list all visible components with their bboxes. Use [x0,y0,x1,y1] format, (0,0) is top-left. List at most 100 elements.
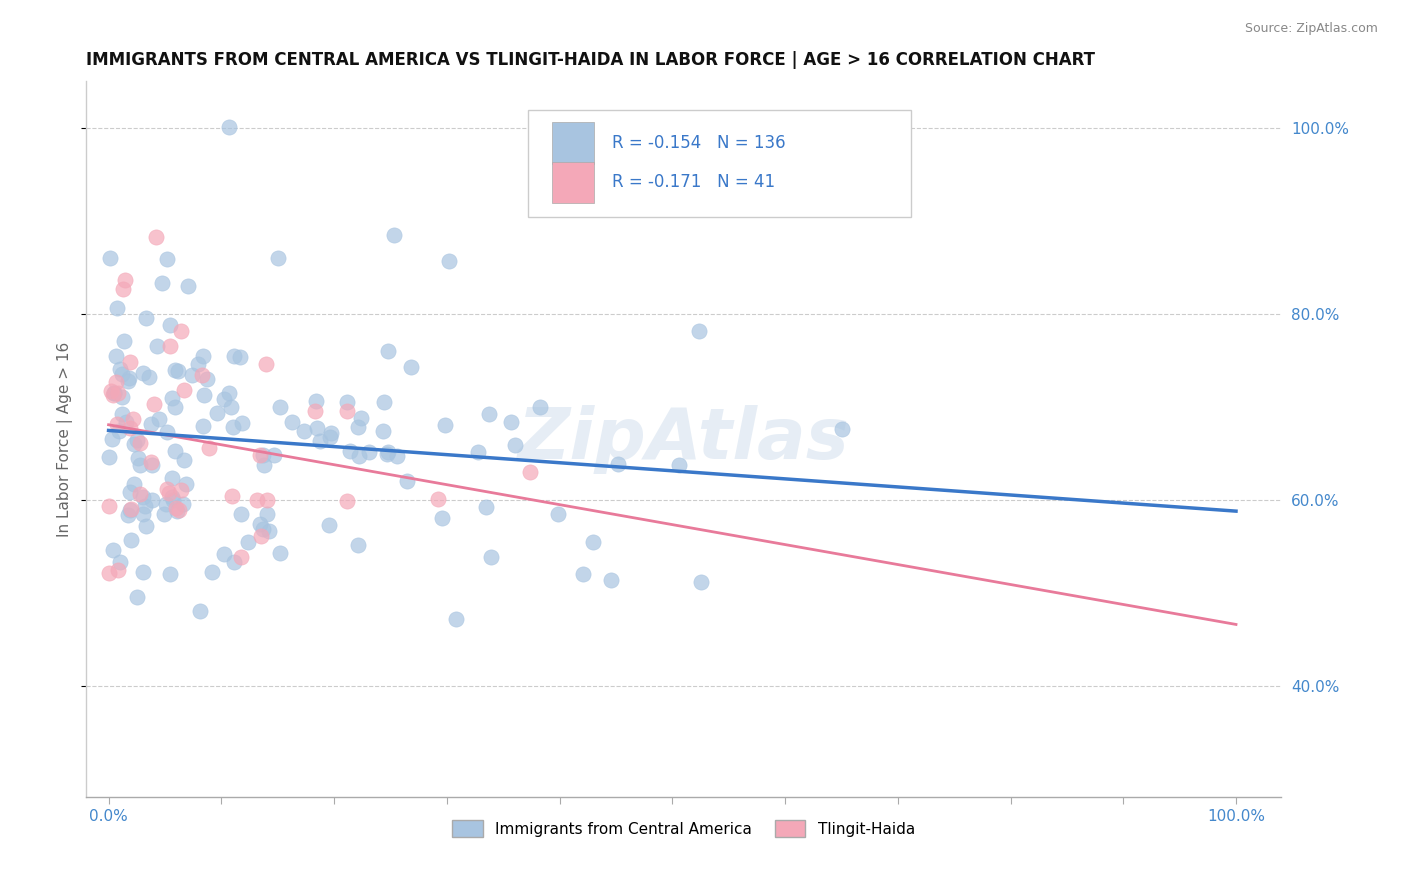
Point [519,465,541,479]
Point [100,384,122,398]
Point [187,357,209,371]
Point [318,518,340,533]
Point [115,415,138,429]
Point [129,436,152,450]
Point [430,510,453,524]
Point [135,519,157,533]
Point [160,471,183,485]
Point [162,391,184,405]
Point [357,445,380,459]
Point [170,483,193,498]
Point [249,517,271,532]
Point [503,438,526,452]
Point [135,311,157,326]
Point [108,362,131,376]
Point [547,507,569,521]
Point [347,538,370,552]
Point [831,422,853,436]
Point [160,490,183,504]
Point [141,492,163,507]
Point [111,282,134,296]
Point [153,507,176,521]
Point [336,394,359,409]
Point [122,477,145,491]
Point [159,318,181,332]
Point [467,445,489,459]
Point [198,442,221,456]
Point [371,424,394,438]
Point [107,425,129,439]
Point [256,493,278,508]
FancyBboxPatch shape [529,110,911,218]
Point [582,535,605,549]
Point [127,590,149,604]
Point [118,355,141,369]
Point [606,457,628,471]
Point [399,359,422,374]
Point [347,449,370,463]
Point [433,417,456,432]
Legend: Immigrants from Central America, Tlingit-Haida: Immigrants from Central America, Tlingit… [446,814,921,844]
Point [167,503,190,517]
Point [103,385,125,400]
Point [444,612,467,626]
Point [177,279,200,293]
Point [221,490,243,504]
Point [501,416,523,430]
Point [107,563,129,577]
Y-axis label: In Labor Force | Age > 16: In Labor Force | Age > 16 [58,342,73,537]
Point [572,567,595,582]
Point [308,434,330,448]
Point [395,474,418,488]
Point [172,497,194,511]
Point [228,350,250,364]
Point [350,410,373,425]
Point [188,604,211,618]
Point [668,458,690,472]
Point [105,301,128,315]
Point [127,450,149,465]
Point [373,395,395,409]
Point [212,392,235,406]
Point [103,386,125,401]
Point [173,453,195,467]
Point [146,338,169,352]
Point [170,324,193,338]
Point [165,400,187,414]
Point [165,501,187,516]
Point [156,252,179,267]
Point [336,403,359,417]
Point [375,447,398,461]
Point [346,420,368,434]
Point [688,324,710,338]
Point [174,476,197,491]
Point [131,366,153,380]
Point [142,397,165,411]
Point [107,385,129,400]
Point [118,371,141,385]
Point [263,449,285,463]
Point [120,502,142,516]
Point [219,400,242,414]
Point [305,394,328,409]
Point [132,491,155,505]
Point [159,566,181,581]
Point [224,555,246,569]
Point [145,230,167,244]
Point [107,417,129,432]
Point [336,493,359,508]
Point [191,418,214,433]
Point [382,227,405,242]
Point [200,566,222,580]
Point [191,349,214,363]
Point [319,429,342,443]
Point [250,529,273,543]
Point [163,443,186,458]
Text: R = -0.154   N = 136: R = -0.154 N = 136 [612,134,786,152]
Point [191,368,214,383]
Point [231,416,253,430]
Text: Source: ZipAtlas.com: Source: ZipAtlas.com [1244,22,1378,36]
FancyBboxPatch shape [553,161,593,203]
Point [257,524,280,538]
Point [120,533,142,547]
